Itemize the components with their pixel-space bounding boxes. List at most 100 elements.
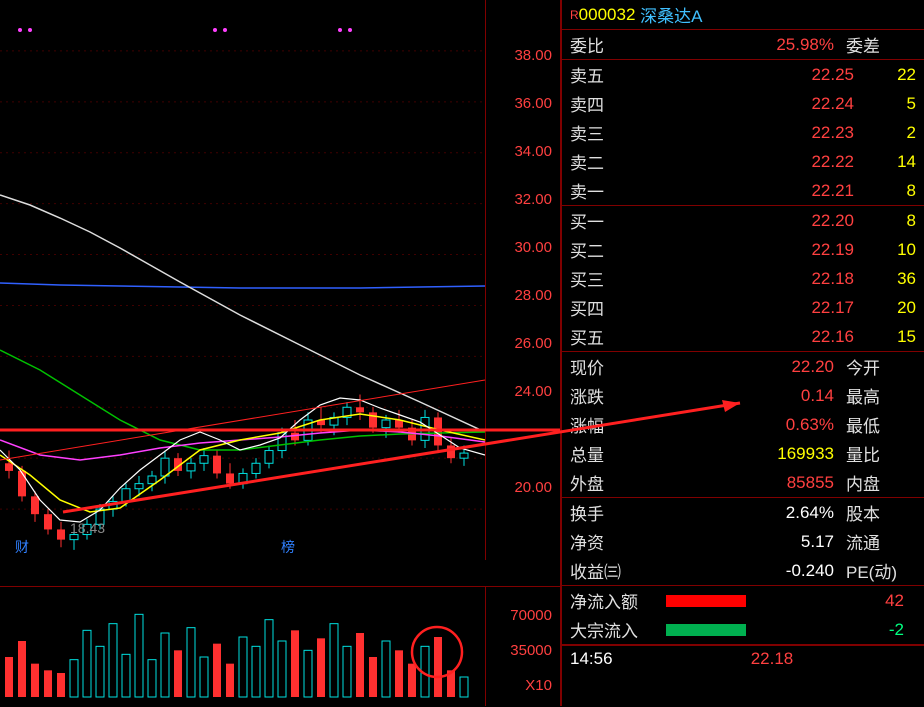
stat-value: 0.63% xyxy=(640,415,846,435)
chart-marker[interactable]: 财 xyxy=(12,536,32,558)
ask-vol: 2 xyxy=(866,123,916,143)
ask-row[interactable]: 卖二 22.22 14 xyxy=(562,147,924,176)
bid-row[interactable]: 买四 22.17 20 xyxy=(562,293,924,322)
stock-name: 深桑达A xyxy=(640,2,702,27)
bid-label: 买一 xyxy=(570,208,640,233)
bid-vol: 15 xyxy=(866,327,916,347)
ask-row[interactable]: 卖五 22.25 22 xyxy=(562,60,924,89)
stat-label: 现价 xyxy=(570,354,640,379)
ask-label: 卖四 xyxy=(570,91,640,116)
price-tick: 34.00 xyxy=(514,143,552,160)
stat-label2: 量比 xyxy=(846,441,916,466)
price-axis: 38.0036.0034.0032.0030.0028.0026.0024.00… xyxy=(485,0,560,560)
bid-label: 买四 xyxy=(570,295,640,320)
stat2-label2: 股本 xyxy=(846,500,916,525)
volume-axis: 7000035000X10 xyxy=(485,586,560,706)
bid-price: 22.16 xyxy=(640,327,866,347)
ask-price: 22.25 xyxy=(640,65,866,85)
bid-label: 买二 xyxy=(570,237,640,262)
stat2-label: 净资 xyxy=(570,529,640,554)
bid-vol: 20 xyxy=(866,298,916,318)
ask-label: 卖二 xyxy=(570,149,640,174)
chart-marker[interactable]: 榜 xyxy=(278,536,298,558)
tick-row: 14:56 22.18 xyxy=(562,645,924,671)
netflow-row: 净流入额 42 xyxy=(562,586,924,615)
bid-price: 22.20 xyxy=(640,211,866,231)
netflow-val: -2 xyxy=(746,620,916,640)
netflow-bar xyxy=(666,624,746,636)
margin-flag: R xyxy=(570,8,579,22)
price-tick: 26.00 xyxy=(514,335,552,352)
price-tick: 20.00 xyxy=(514,479,552,496)
stock-code[interactable]: 000032 xyxy=(579,5,636,25)
bid-price: 22.19 xyxy=(640,240,866,260)
bid-label: 买五 xyxy=(570,324,640,349)
bid-row[interactable]: 买一 22.20 8 xyxy=(562,206,924,235)
price-tick: 36.00 xyxy=(514,95,552,112)
stat-value: 22.20 xyxy=(640,357,846,377)
stat2-label2: 流通 xyxy=(846,529,916,554)
stat-label: 涨幅 xyxy=(570,412,640,437)
bid-row[interactable]: 买五 22.16 15 xyxy=(562,322,924,352)
ask-vol: 5 xyxy=(866,94,916,114)
stat-row: 现价 22.20 今开 xyxy=(562,352,924,381)
stat-label2: 内盘 xyxy=(846,470,916,495)
stat-label: 涨跌 xyxy=(570,383,640,408)
stat2-row: 收益㈢ -0.240 PE(动) xyxy=(562,556,924,586)
bid-price: 22.17 xyxy=(640,298,866,318)
volume-chart[interactable] xyxy=(0,586,485,706)
stat-label2: 今开 xyxy=(846,354,916,379)
ask-vol: 22 xyxy=(866,65,916,85)
stat-label2: 最低 xyxy=(846,412,916,437)
stat2-row: 净资 5.17 流通 xyxy=(562,527,924,556)
data-panel: R 000032 深桑达A 委比 25.98% 委差 卖五 22.25 22 卖… xyxy=(562,0,924,706)
ask-label: 卖五 xyxy=(570,62,640,87)
vol-tick: 70000 xyxy=(510,607,552,624)
stat-row: 涨跌 0.14 最高 xyxy=(562,381,924,410)
stat2-label2: PE(动) xyxy=(846,558,916,583)
bid-vol: 8 xyxy=(866,211,916,231)
stat2-value: 5.17 xyxy=(640,532,846,552)
tick-price: 22.18 xyxy=(640,649,916,669)
stat-label: 外盘 xyxy=(570,470,640,495)
stat-label2: 最高 xyxy=(846,383,916,408)
price-anno: 18.43 xyxy=(70,520,105,536)
price-tick: 32.00 xyxy=(514,191,552,208)
price-chart[interactable]: 财 榜 18.43 xyxy=(0,0,485,560)
stat-row: 涨幅 0.63% 最低 xyxy=(562,410,924,439)
ratio-row: 委比 25.98% 委差 xyxy=(562,30,924,60)
netflow-bar xyxy=(666,595,746,607)
ask-label: 卖一 xyxy=(570,178,640,203)
netflow-row: 大宗流入 -2 xyxy=(562,615,924,645)
ask-price: 22.23 xyxy=(640,123,866,143)
ask-row[interactable]: 卖三 22.23 2 xyxy=(562,118,924,147)
ratio-label: 委比 xyxy=(570,32,640,57)
bid-row[interactable]: 买二 22.19 10 xyxy=(562,235,924,264)
ratio-label2: 委差 xyxy=(846,32,916,57)
stat-value: 0.14 xyxy=(640,386,846,406)
stat-row: 外盘 85855 内盘 xyxy=(562,468,924,498)
ask-row[interactable]: 卖一 22.21 8 xyxy=(562,176,924,206)
stat2-row: 换手 2.64% 股本 xyxy=(562,498,924,527)
ratio-value: 25.98% xyxy=(640,35,846,55)
ask-price: 22.24 xyxy=(640,94,866,114)
tick-time: 14:56 xyxy=(570,649,640,669)
stat2-label: 换手 xyxy=(570,500,640,525)
chart-area[interactable]: 财榜18.43 38.0036.0034.0032.0030.0028.0026… xyxy=(0,0,562,706)
bid-price: 22.18 xyxy=(640,269,866,289)
bid-row[interactable]: 买三 22.18 36 xyxy=(562,264,924,293)
ask-vol: 14 xyxy=(866,152,916,172)
stat2-value: 2.64% xyxy=(640,503,846,523)
stat-label: 总量 xyxy=(570,441,640,466)
stock-header: R 000032 深桑达A xyxy=(562,0,924,30)
ask-row[interactable]: 卖四 22.24 5 xyxy=(562,89,924,118)
vol-tick: X10 xyxy=(525,677,552,694)
netflow-val: 42 xyxy=(746,591,916,611)
bid-vol: 36 xyxy=(866,269,916,289)
price-tick: 28.00 xyxy=(514,287,552,304)
ask-vol: 8 xyxy=(866,181,916,201)
ask-price: 22.21 xyxy=(640,181,866,201)
bid-vol: 10 xyxy=(866,240,916,260)
ask-label: 卖三 xyxy=(570,120,640,145)
stat2-label: 收益㈢ xyxy=(570,558,640,583)
